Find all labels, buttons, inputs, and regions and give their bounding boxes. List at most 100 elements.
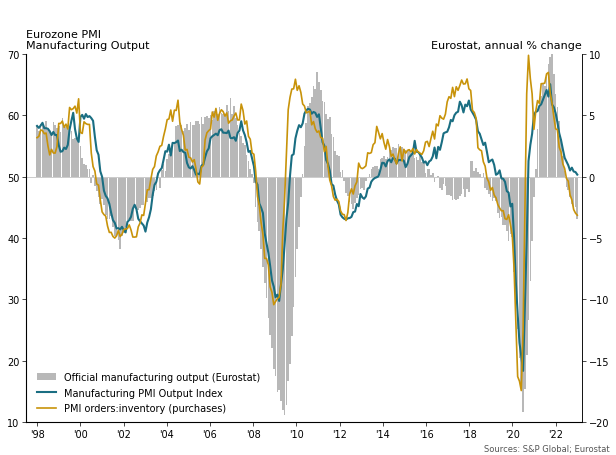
Bar — [40, 125, 41, 177]
Bar — [401, 147, 403, 177]
Bar — [403, 150, 405, 177]
Bar — [100, 177, 101, 204]
Bar — [134, 177, 136, 205]
Bar — [555, 95, 556, 177]
Bar — [532, 177, 533, 242]
Bar — [130, 177, 132, 222]
Bar — [372, 168, 374, 177]
Bar — [159, 177, 161, 189]
Bar — [452, 177, 453, 201]
Bar — [313, 87, 314, 177]
Bar — [522, 177, 524, 412]
Bar — [521, 177, 522, 387]
Bar — [501, 177, 502, 218]
Bar — [232, 115, 233, 177]
Bar — [143, 177, 145, 205]
Bar — [253, 177, 254, 184]
Bar — [470, 162, 471, 177]
Bar — [464, 177, 466, 198]
Bar — [221, 113, 222, 177]
Bar — [259, 177, 260, 231]
Bar — [277, 177, 278, 392]
Bar — [414, 158, 416, 177]
Bar — [418, 161, 419, 177]
Bar — [548, 65, 549, 177]
Bar — [278, 177, 280, 390]
Bar — [488, 177, 490, 194]
Bar — [150, 177, 152, 198]
Bar — [459, 177, 461, 197]
Bar — [526, 177, 527, 355]
Bar — [315, 90, 316, 177]
Bar — [63, 128, 65, 177]
Bar — [248, 162, 249, 177]
Bar — [255, 177, 256, 207]
Bar — [71, 131, 72, 177]
Bar — [336, 156, 338, 177]
Bar — [85, 166, 87, 177]
Bar — [139, 177, 141, 209]
Bar — [293, 177, 294, 307]
Bar — [363, 177, 365, 191]
Bar — [206, 117, 208, 177]
Bar — [120, 177, 121, 249]
Bar — [76, 138, 78, 177]
Bar — [448, 177, 450, 196]
Bar — [509, 177, 511, 234]
Bar — [443, 177, 444, 185]
Bar — [96, 177, 97, 192]
Bar — [476, 169, 477, 177]
Text: Eurostat, annual % change: Eurostat, annual % change — [431, 41, 582, 51]
Bar — [237, 126, 238, 177]
Bar — [381, 158, 383, 177]
Bar — [565, 177, 567, 187]
Bar — [445, 177, 446, 186]
Bar — [211, 121, 213, 177]
Bar — [192, 126, 193, 177]
Bar — [224, 114, 226, 177]
Bar — [499, 177, 500, 218]
Bar — [286, 177, 287, 405]
Bar — [244, 146, 246, 177]
Bar — [468, 177, 469, 192]
Bar — [358, 177, 360, 195]
Bar — [166, 160, 168, 177]
Bar — [515, 177, 517, 302]
Bar — [176, 127, 177, 177]
Bar — [44, 126, 45, 177]
Bar — [92, 176, 94, 177]
Bar — [333, 137, 334, 177]
Bar — [155, 177, 157, 191]
Bar — [340, 172, 341, 177]
Bar — [101, 177, 103, 199]
Bar — [421, 163, 423, 177]
Bar — [538, 109, 540, 177]
Bar — [542, 84, 544, 177]
Bar — [172, 147, 173, 177]
Bar — [170, 154, 172, 177]
Bar — [564, 171, 565, 177]
Bar — [493, 177, 495, 199]
Bar — [83, 165, 85, 177]
Bar — [174, 142, 175, 177]
Bar — [365, 177, 367, 181]
Bar — [379, 160, 381, 177]
Bar — [378, 170, 379, 177]
Bar — [300, 177, 302, 197]
Bar — [226, 106, 227, 177]
Bar — [342, 171, 343, 177]
Bar — [116, 177, 118, 236]
Bar — [127, 177, 128, 220]
Bar — [535, 170, 537, 177]
Text: Eurozone PMI
Manufacturing Output: Eurozone PMI Manufacturing Output — [26, 30, 150, 51]
Bar — [289, 177, 291, 364]
Bar — [331, 135, 333, 177]
Bar — [47, 131, 49, 177]
Bar — [267, 177, 269, 318]
Bar — [461, 177, 463, 195]
Bar — [450, 177, 452, 197]
Bar — [298, 177, 300, 228]
Bar — [508, 177, 509, 242]
Bar — [262, 177, 264, 268]
Bar — [112, 177, 114, 228]
